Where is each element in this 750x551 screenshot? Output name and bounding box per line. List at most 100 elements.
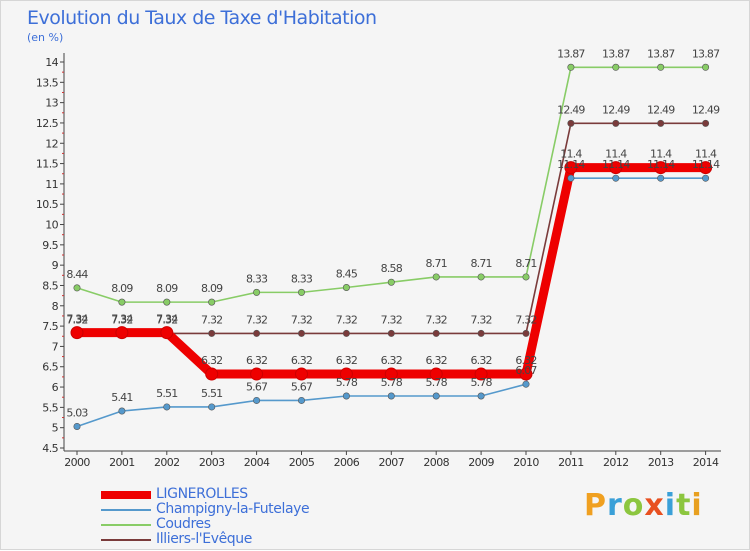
data-point [432, 392, 440, 400]
x-tick-label: 2002 [154, 456, 180, 469]
data-label: 5.03 [66, 406, 88, 419]
data-label: 6.32 [336, 354, 357, 367]
data-point [339, 367, 353, 381]
data-point [477, 329, 485, 337]
data-point [429, 367, 443, 381]
logo-letter: t [676, 488, 692, 523]
data-label: 8.58 [381, 262, 403, 275]
data-point [118, 298, 126, 306]
data-point [160, 326, 174, 340]
x-tick-label: 2000 [64, 456, 90, 469]
x-tick-label: 2010 [513, 456, 539, 469]
y-tick-label: 10 [45, 219, 58, 232]
data-label: 8.71 [515, 257, 536, 270]
data-point [612, 63, 620, 71]
data-label: 7.32 [66, 313, 87, 326]
legend-swatch [101, 524, 151, 526]
x-tick-label: 2007 [378, 456, 404, 469]
data-label: 6.32 [381, 354, 402, 367]
legend-label: Champigny-la-Futelaye [156, 501, 310, 517]
data-label: 7.32 [426, 313, 447, 326]
data-label: 6.32 [515, 354, 536, 367]
data-label: 7.34 [156, 313, 178, 326]
chart-subtitle: (en %) [27, 31, 64, 44]
y-tick-label: 10.5 [36, 198, 59, 211]
logo-letter: i [664, 488, 677, 523]
data-label: 13.87 [557, 47, 585, 60]
data-point [342, 284, 350, 292]
data-label: 12.49 [647, 103, 675, 116]
y-tick-label: 9.5 [42, 239, 58, 252]
data-point [163, 403, 171, 411]
y-tick-label: 12 [45, 137, 58, 150]
data-label: 5.51 [156, 387, 177, 400]
data-point [567, 63, 575, 71]
data-label: 7.32 [336, 313, 357, 326]
data-point [118, 407, 126, 415]
data-label: 7.32 [470, 313, 491, 326]
data-label: 8.44 [66, 268, 88, 281]
x-tick-label: 2013 [648, 456, 674, 469]
data-label: 8.09 [111, 282, 133, 295]
data-label: 11.4 [560, 148, 582, 161]
legend-swatch [101, 509, 151, 511]
data-label: 5.41 [111, 391, 132, 404]
legend-swatch [101, 539, 151, 541]
logo-letter: P [584, 488, 607, 523]
data-label: 7.32 [201, 313, 222, 326]
data-point [702, 63, 710, 71]
data-point [342, 392, 350, 400]
data-label: 7.32 [246, 313, 267, 326]
data-label: 6.32 [291, 354, 312, 367]
data-label: 13.87 [647, 47, 675, 60]
y-tick-label: 5.5 [42, 401, 58, 414]
data-point [567, 119, 575, 127]
data-point [208, 403, 216, 411]
data-label: 5.78 [426, 376, 448, 389]
legend-label: Illiers-l'Evêque [156, 531, 252, 547]
y-tick-label: 13 [45, 97, 58, 110]
data-label: 7.32 [291, 313, 312, 326]
logo-letter: x [644, 488, 665, 523]
data-point [522, 380, 530, 388]
data-point [657, 119, 665, 127]
data-label: 11.4 [650, 148, 672, 161]
y-tick-label: 5 [52, 422, 59, 435]
data-point [205, 367, 219, 381]
data-label: 13.87 [602, 47, 630, 60]
data-point [208, 298, 216, 306]
data-point [115, 326, 129, 340]
x-tick-label: 2014 [693, 456, 719, 469]
y-tick-label: 6.5 [42, 361, 58, 374]
data-point [702, 119, 710, 127]
y-tick-label: 13.5 [36, 76, 59, 89]
data-point [432, 329, 440, 337]
data-label: 8.33 [291, 272, 313, 285]
data-point [564, 161, 578, 175]
y-tick-label: 11.5 [36, 158, 59, 171]
data-label: 11.14 [557, 158, 585, 171]
data-label: 12.49 [692, 103, 720, 116]
x-tick-label: 2009 [468, 456, 494, 469]
data-point [70, 326, 84, 340]
data-label: 6.32 [246, 354, 267, 367]
data-label: 5.51 [201, 387, 222, 400]
data-label: 8.09 [156, 282, 178, 295]
x-tick-label: 2011 [558, 456, 584, 469]
data-label: 7.32 [515, 313, 536, 326]
data-label: 8.33 [246, 272, 268, 285]
data-label: 5.78 [336, 376, 358, 389]
data-label: 7.32 [381, 313, 402, 326]
data-point [297, 329, 305, 337]
data-point [384, 367, 398, 381]
data-label: 11.14 [647, 158, 675, 171]
data-point [654, 161, 668, 175]
chart-title: Evolution du Taux de Taxe d'Habitation [27, 7, 377, 29]
data-point [297, 396, 305, 404]
data-label: 6.32 [470, 354, 491, 367]
data-label: 5.67 [291, 380, 313, 393]
legend-label: Coudres [156, 516, 211, 532]
data-point [73, 422, 81, 430]
y-tick-label: 4.5 [42, 442, 58, 455]
